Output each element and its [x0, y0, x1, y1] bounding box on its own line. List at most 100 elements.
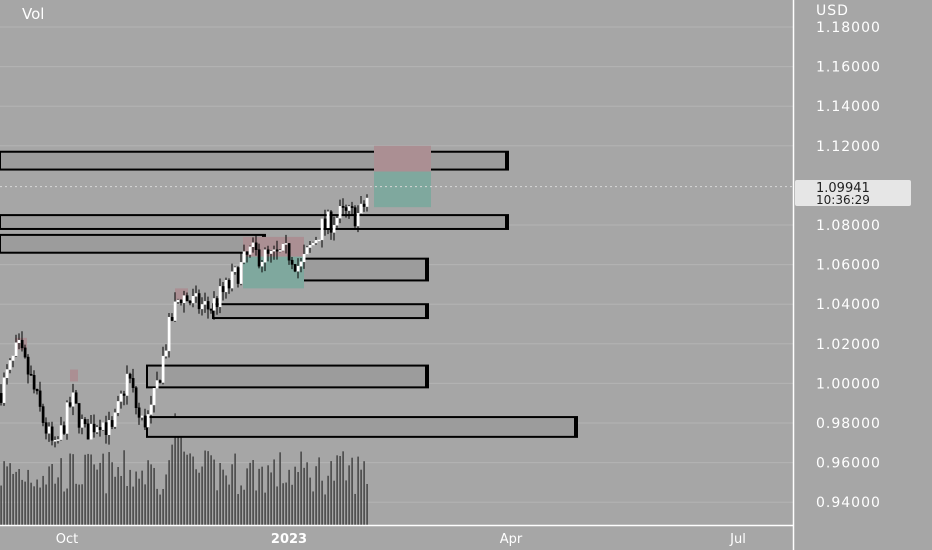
candle-body [356, 213, 360, 227]
stop-loss-box[interactable] [70, 369, 78, 382]
stop-loss-box[interactable] [175, 288, 188, 301]
volume-bar [264, 492, 266, 525]
volume-bar [222, 469, 224, 525]
volume-bar [228, 484, 230, 525]
price-tick-label: 1.04000 [816, 297, 881, 313]
candle-body [2, 377, 6, 403]
candle-body [143, 415, 147, 428]
currency-label: USD [816, 3, 849, 19]
candle-body [38, 390, 42, 407]
volume-bar [9, 463, 11, 525]
time-axis[interactable]: Oct 2023 Apr Jul [56, 532, 746, 547]
volume-bar [51, 463, 53, 525]
take-profit-box[interactable] [243, 256, 304, 289]
supply-demand-zone[interactable] [0, 150, 509, 171]
take-profit-box[interactable] [374, 171, 431, 208]
volume-bar [285, 482, 287, 525]
candle-body [131, 378, 135, 388]
volume-bar [282, 483, 284, 525]
stop-loss-box[interactable] [374, 145, 431, 172]
volume-bar [192, 456, 194, 525]
volume-bar [57, 477, 59, 525]
candle-body [173, 301, 177, 321]
candle-body [359, 203, 363, 214]
candle-body [11, 355, 15, 361]
volume-bar [213, 459, 215, 525]
supply-demand-zone[interactable] [0, 233, 266, 254]
candle-body [65, 402, 69, 434]
volume-bar [189, 453, 191, 525]
candle-body [332, 224, 336, 233]
volume-bar [42, 475, 44, 525]
candle-body [314, 240, 318, 244]
volume-bar [162, 488, 164, 525]
candle-body [236, 267, 240, 284]
volume-bar [126, 486, 128, 525]
volume-indicator-label[interactable]: Vol [22, 5, 44, 23]
volume-bar [252, 460, 254, 525]
volume-bar [306, 462, 308, 525]
supply-demand-zone[interactable] [0, 214, 509, 230]
volume-bar [114, 476, 116, 525]
volume-bar [366, 483, 368, 525]
volume-bar [261, 466, 263, 525]
candle-body [245, 251, 249, 255]
volume-bar [120, 475, 122, 525]
candle-body [185, 295, 189, 302]
volume-bar [312, 491, 314, 525]
volume-bar [198, 472, 200, 525]
candle-body [146, 414, 150, 428]
candle-body [242, 251, 246, 263]
volume-bar [75, 483, 77, 525]
supply-demand-zone[interactable] [146, 416, 578, 438]
volume-bar [174, 413, 176, 525]
volume-bar [210, 455, 212, 525]
volume-bar [249, 462, 251, 525]
candle-body [278, 250, 282, 252]
volume-bar [351, 457, 353, 525]
volume-bar [54, 483, 56, 525]
zone-right-edge [425, 365, 429, 388]
volume-bar [27, 469, 29, 525]
price-tick-label: 1.08000 [816, 218, 881, 234]
volume-bar [321, 480, 323, 525]
supply-demand-zone[interactable] [146, 364, 429, 389]
candle-body [251, 242, 255, 248]
volume-bar [267, 465, 269, 525]
candle-body [263, 249, 267, 263]
candle-body [347, 206, 351, 211]
volume-bar [360, 469, 362, 525]
volume-bar [279, 452, 281, 525]
volume-bar [105, 493, 107, 525]
candle-body [74, 392, 78, 404]
candle-body [221, 286, 225, 293]
candle-body [101, 422, 105, 430]
supply-demand-zone[interactable] [299, 257, 429, 282]
time-tick-label: 2023 [271, 532, 307, 547]
volume-bar [6, 466, 8, 525]
candle-body [23, 347, 27, 358]
candle-body [0, 393, 3, 403]
candle-body [77, 403, 81, 428]
volume-bar [69, 453, 71, 525]
volume-bar [144, 484, 146, 525]
volume-bar [183, 451, 185, 525]
candle-body [188, 300, 192, 304]
candle-body [311, 242, 315, 246]
volume-bar [147, 460, 149, 525]
candle-body [128, 373, 132, 379]
candle-body [107, 420, 111, 435]
supply-demand-zone[interactable] [212, 303, 429, 320]
candle-body [290, 259, 294, 265]
volume-bar [324, 494, 326, 525]
volume-bar [117, 467, 119, 525]
time-tick-label: Apr [500, 532, 523, 547]
candle-body [287, 243, 291, 261]
candle-body [269, 250, 273, 254]
volume-bar [30, 482, 32, 525]
volume-bar [180, 425, 182, 525]
volume-bar [330, 461, 332, 525]
price-axis[interactable]: 1.18000 1.16000 1.14000 1.12000 1.08000 1.060… [816, 20, 881, 511]
